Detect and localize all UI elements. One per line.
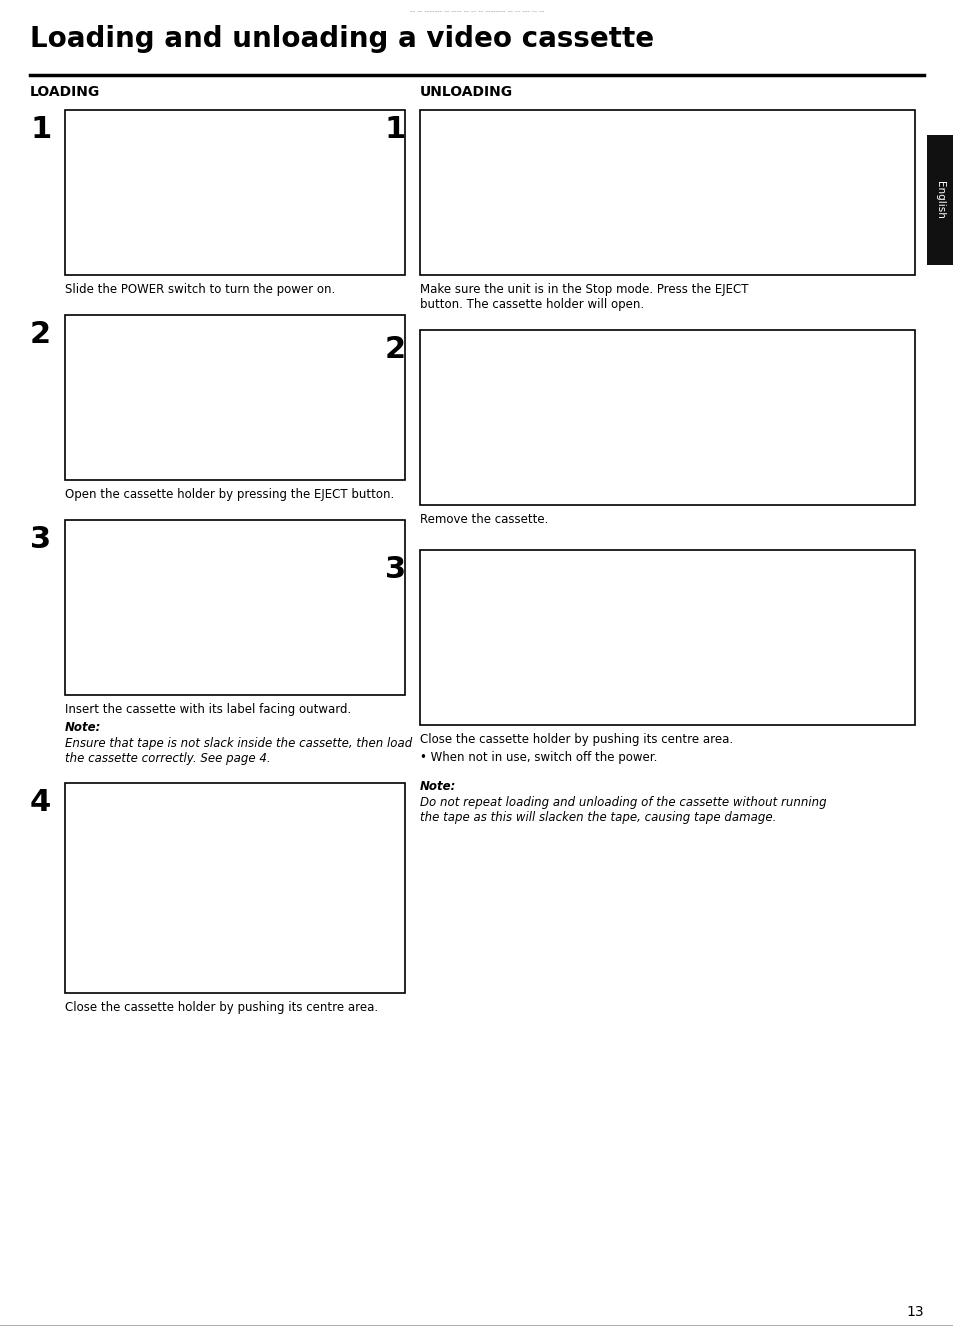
Text: 1: 1 bbox=[385, 115, 406, 144]
Text: 2: 2 bbox=[30, 320, 51, 348]
Text: 2: 2 bbox=[385, 335, 406, 364]
Bar bbox=[65, 521, 405, 696]
Bar bbox=[926, 135, 953, 266]
Text: UNLOADING: UNLOADING bbox=[419, 85, 513, 99]
Text: Insert the cassette with its label facing outward.: Insert the cassette with its label facin… bbox=[65, 704, 351, 716]
Text: Note:: Note: bbox=[419, 780, 456, 793]
Text: Close the cassette holder by pushing its centre area.: Close the cassette holder by pushing its… bbox=[419, 733, 732, 746]
Bar bbox=[65, 784, 405, 993]
Bar bbox=[419, 109, 914, 275]
Text: Make sure the unit is in the Stop mode. Press the EJECT
button. The cassette hol: Make sure the unit is in the Stop mode. … bbox=[419, 283, 748, 311]
Text: 3: 3 bbox=[385, 555, 406, 583]
Text: English: English bbox=[935, 182, 944, 219]
Text: Note:: Note: bbox=[65, 721, 101, 734]
Bar bbox=[419, 330, 914, 505]
Text: 1: 1 bbox=[30, 115, 51, 144]
Bar bbox=[419, 550, 914, 725]
Bar bbox=[65, 315, 405, 481]
Text: Remove the cassette.: Remove the cassette. bbox=[419, 513, 548, 526]
Text: Loading and unloading a video cassette: Loading and unloading a video cassette bbox=[30, 25, 654, 53]
Text: Close the cassette holder by pushing its centre area.: Close the cassette holder by pushing its… bbox=[65, 1001, 377, 1015]
Bar bbox=[65, 109, 405, 275]
Text: Do not repeat loading and unloading of the cassette without running
the tape as : Do not repeat loading and unloading of t… bbox=[419, 796, 825, 824]
Text: 4: 4 bbox=[30, 788, 51, 817]
Text: -- -- ------- -- ---- -- -- -- -------- -- -- --- -- --: -- -- ------- -- ---- -- -- -- -------- … bbox=[410, 8, 543, 13]
Text: Open the cassette holder by pressing the EJECT button.: Open the cassette holder by pressing the… bbox=[65, 489, 394, 501]
Text: Ensure that tape is not slack inside the cassette, then load
the cassette correc: Ensure that tape is not slack inside the… bbox=[65, 737, 412, 765]
Text: • When not in use, switch off the power.: • When not in use, switch off the power. bbox=[419, 752, 657, 764]
Text: Slide the POWER switch to turn the power on.: Slide the POWER switch to turn the power… bbox=[65, 283, 335, 296]
Text: 13: 13 bbox=[905, 1306, 923, 1319]
Text: 3: 3 bbox=[30, 525, 51, 554]
Text: LOADING: LOADING bbox=[30, 85, 100, 99]
